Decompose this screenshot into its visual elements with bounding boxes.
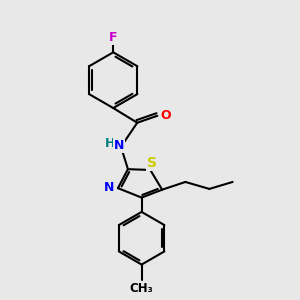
Text: N: N [104, 181, 115, 194]
Text: N: N [114, 140, 124, 152]
Text: F: F [109, 31, 118, 44]
Text: S: S [147, 156, 157, 170]
Text: H: H [105, 137, 115, 150]
Text: CH₃: CH₃ [130, 282, 154, 295]
Text: O: O [160, 109, 171, 122]
